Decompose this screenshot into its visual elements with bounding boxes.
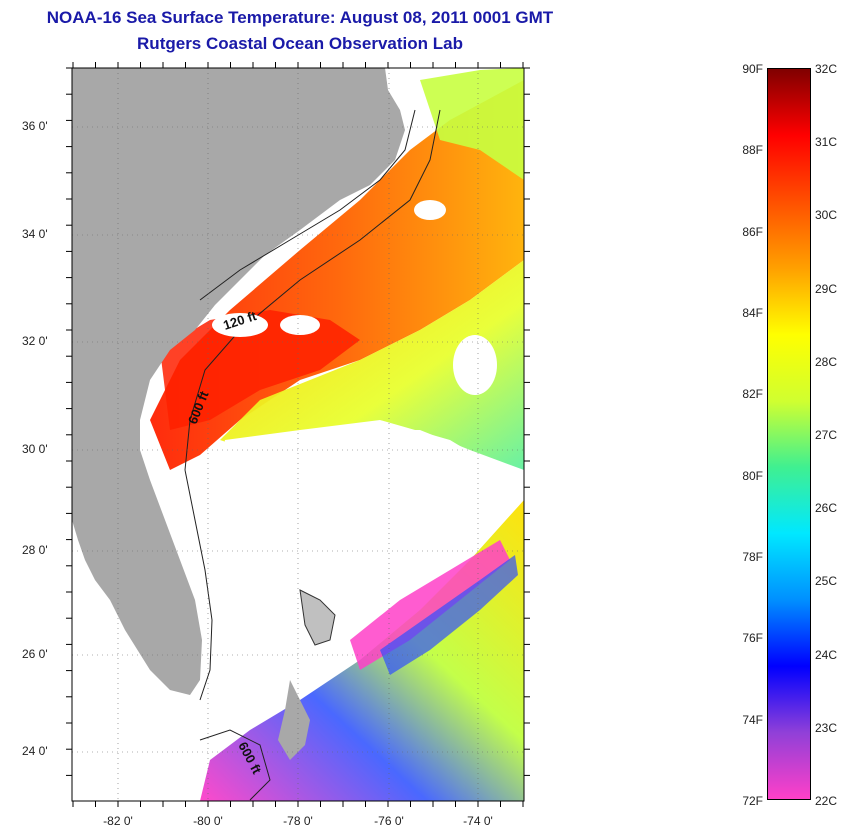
land-bahamas <box>299 589 336 646</box>
lon-label: -74 0' <box>463 814 493 828</box>
colorbar-c-label: 23C <box>815 721 838 735</box>
colorbar-f-label: 88F <box>742 143 763 157</box>
colorbar-c-label: 25C <box>815 574 838 588</box>
sst-pink-streak <box>350 540 510 670</box>
temperature-colorbar <box>767 68 811 800</box>
colorbar-c-label: 24C <box>815 648 838 662</box>
colorbar-f-label: 86F <box>742 225 763 239</box>
lon-label: -78 0' <box>283 814 313 828</box>
cloud-patch <box>453 335 497 395</box>
map-title: NOAA-16 Sea Surface Temperature: August … <box>46 8 554 27</box>
colorbar-c-label: 31C <box>815 135 838 149</box>
sst-mid-region <box>220 260 524 470</box>
graticule <box>72 68 524 801</box>
colorbar-f-label: 78F <box>742 550 763 564</box>
lat-label: 36 0' <box>22 119 48 133</box>
colorbar-f-label: 84F <box>742 306 763 320</box>
colorbar-f-label: 74F <box>742 713 763 727</box>
lat-label: 30 0' <box>22 442 48 456</box>
colorbar-c-label: 26C <box>815 501 838 515</box>
sst-east-band <box>420 68 524 180</box>
contour-600ft <box>184 109 441 471</box>
lat-label: 26 0' <box>22 647 48 661</box>
cloud-patch <box>414 200 446 220</box>
colorbar-c-label: 29C <box>815 282 838 296</box>
lon-label: -76 0' <box>374 814 404 828</box>
contour-120ft <box>199 109 416 301</box>
lat-label: 34 0' <box>22 227 48 241</box>
colorbar-f-label: 72F <box>742 794 763 808</box>
land-mainland <box>72 68 405 695</box>
sst-blue-streak <box>380 555 518 675</box>
colorbar-f-label: 82F <box>742 387 763 401</box>
sst-hot-core <box>160 310 360 430</box>
colorbar-f-label: 90F <box>742 62 763 76</box>
lat-label: 24 0' <box>22 744 48 758</box>
map-subtitle: Rutgers Coastal Ocean Observation Lab <box>137 34 463 53</box>
colorbar-f-label: 80F <box>742 469 763 483</box>
sst-south-region <box>200 500 524 801</box>
colorbar-f-label: 76F <box>742 631 763 645</box>
lon-label: -82 0' <box>103 814 133 828</box>
lat-label: 32 0' <box>22 334 48 348</box>
cloud-patch <box>212 313 268 337</box>
colorbar-c-label: 28C <box>815 355 838 369</box>
contour-florida-shelf <box>184 469 213 701</box>
cloud-patch <box>280 315 320 335</box>
colorbar-c-label: 22C <box>815 794 838 808</box>
colorbar-c-label: 32C <box>815 62 838 76</box>
contour-keys <box>199 729 271 801</box>
lon-label: -80 0' <box>193 814 223 828</box>
axis-ticks <box>66 62 530 807</box>
land-cuba <box>278 680 310 760</box>
lat-label: 28 0' <box>22 543 48 557</box>
colorbar-c-label: 27C <box>815 428 838 442</box>
colorbar-c-label: 30C <box>815 208 838 222</box>
sst-cloud-gap <box>210 420 500 640</box>
